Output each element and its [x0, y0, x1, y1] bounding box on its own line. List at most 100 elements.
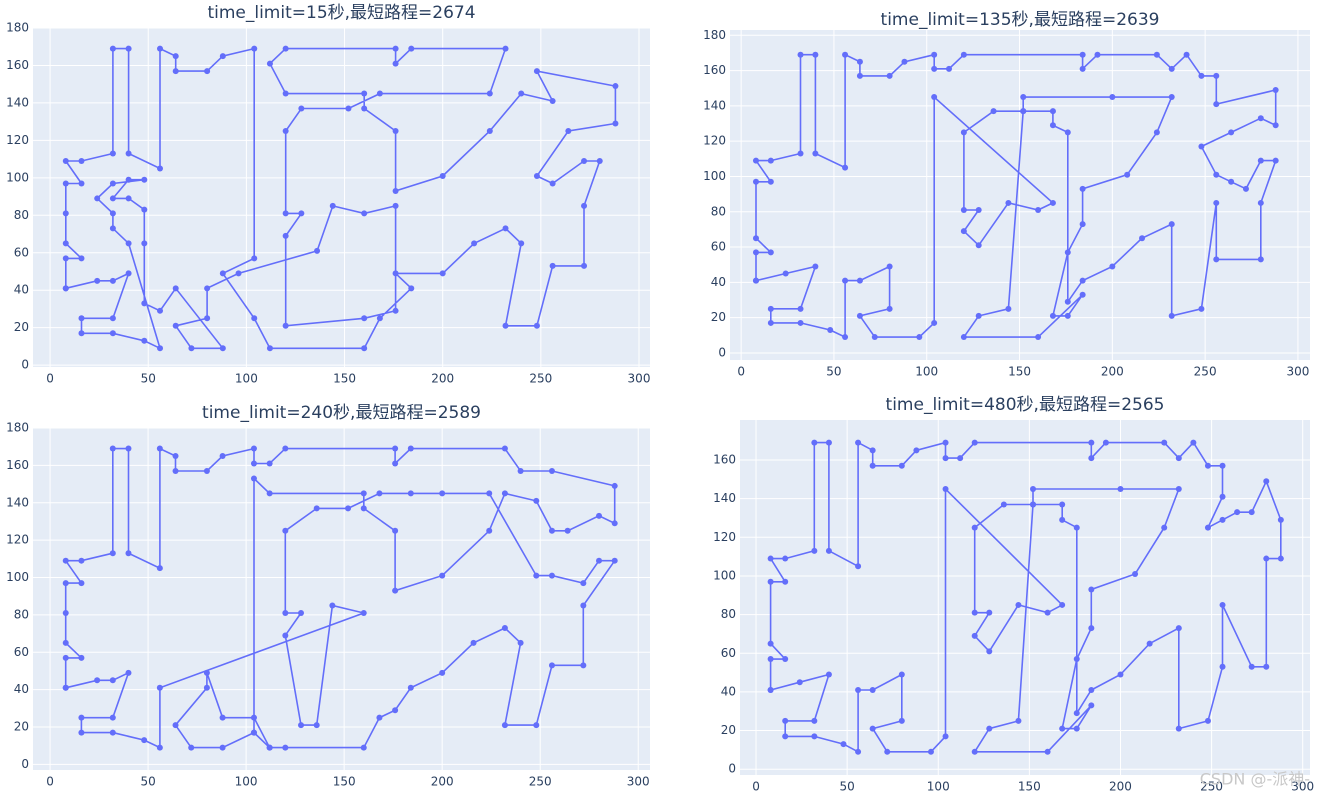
route-point: [752, 249, 759, 256]
route-point: [314, 247, 321, 254]
route-point: [392, 587, 399, 594]
route-point: [392, 128, 399, 135]
route-point: [172, 722, 179, 729]
route-point: [282, 45, 289, 52]
route-point: [1228, 129, 1235, 136]
route-point: [1228, 178, 1235, 185]
route-point: [1079, 291, 1086, 298]
y-tick-label: 160: [6, 58, 29, 72]
route-point: [1059, 725, 1066, 732]
y-tick-label: 20: [14, 320, 29, 334]
route-point: [1073, 710, 1080, 717]
route-point: [392, 202, 399, 209]
x-tick-label: 100: [915, 365, 938, 379]
route-point: [975, 312, 982, 319]
route-point: [361, 105, 368, 112]
route-point: [596, 512, 603, 519]
route-point: [869, 686, 876, 693]
route-point: [942, 733, 949, 740]
route-point: [1035, 207, 1042, 213]
route-point: [931, 65, 938, 72]
route-point: [797, 305, 804, 312]
route-point: [204, 68, 211, 75]
route-point: [203, 669, 210, 676]
route-point: [518, 90, 525, 97]
route-point: [1175, 455, 1182, 462]
route-point: [1161, 439, 1168, 446]
route-point: [141, 337, 148, 344]
route-point: [886, 263, 893, 270]
route-point: [782, 733, 789, 740]
route-point: [502, 45, 509, 52]
route-point: [942, 455, 949, 462]
x-tick-label: 250: [1200, 780, 1223, 794]
route-point: [855, 439, 862, 446]
x-tick-label: 100: [235, 372, 258, 386]
route-point: [157, 45, 164, 52]
route-point: [360, 744, 367, 751]
route-point: [188, 345, 195, 352]
route-point: [856, 312, 863, 319]
route-point: [1257, 157, 1264, 164]
route-point: [1044, 609, 1051, 616]
route-point: [1257, 115, 1264, 122]
route-point: [1079, 221, 1086, 228]
route-point: [1030, 485, 1037, 492]
route-point: [767, 656, 774, 663]
route-point: [392, 707, 399, 714]
route-point: [611, 520, 618, 527]
route-point: [1049, 108, 1056, 115]
route-point: [975, 207, 982, 213]
route-point: [1088, 455, 1095, 462]
route-point: [282, 445, 289, 452]
route-point: [549, 98, 556, 105]
route-point: [501, 624, 508, 631]
route-point: [109, 445, 116, 452]
route-point: [611, 557, 618, 564]
route-point: [960, 228, 967, 235]
route-point: [1117, 485, 1124, 492]
route-point: [361, 345, 368, 352]
route-point: [251, 45, 258, 52]
route-point: [1263, 663, 1270, 670]
route-point: [250, 714, 257, 721]
route-point: [439, 572, 446, 579]
route-point: [986, 725, 993, 732]
route-point: [1242, 185, 1249, 192]
route-point: [1015, 717, 1022, 724]
x-tick-label: 250: [529, 775, 552, 789]
route-point: [486, 490, 493, 497]
route-point: [109, 677, 116, 684]
route-point: [1277, 555, 1284, 562]
route-point: [486, 527, 493, 534]
route-point: [1064, 129, 1071, 136]
route-point: [549, 180, 556, 187]
x-tick-label: 150: [333, 372, 356, 386]
route-point: [1168, 221, 1175, 228]
route-point: [109, 277, 116, 284]
route-point: [251, 255, 258, 262]
route-point: [533, 722, 540, 729]
route-point: [1049, 199, 1056, 206]
route-point: [564, 527, 571, 534]
route-point: [1248, 663, 1255, 670]
route-point: [392, 45, 399, 52]
route-point: [62, 557, 69, 564]
x-tick-label: 150: [1018, 780, 1041, 794]
route-point: [825, 547, 832, 554]
route-point: [282, 90, 289, 97]
route-point: [842, 277, 849, 284]
route-point: [282, 527, 289, 534]
route-point: [250, 445, 257, 452]
route-point: [407, 490, 414, 497]
route-point: [282, 210, 289, 217]
route-point: [1219, 516, 1226, 523]
route-point: [78, 315, 85, 322]
route-point: [219, 453, 226, 460]
route-point: [125, 669, 132, 676]
x-tick-label: 250: [1194, 365, 1217, 379]
route-point: [109, 315, 116, 322]
route-point: [913, 447, 920, 454]
route-point: [812, 150, 819, 157]
